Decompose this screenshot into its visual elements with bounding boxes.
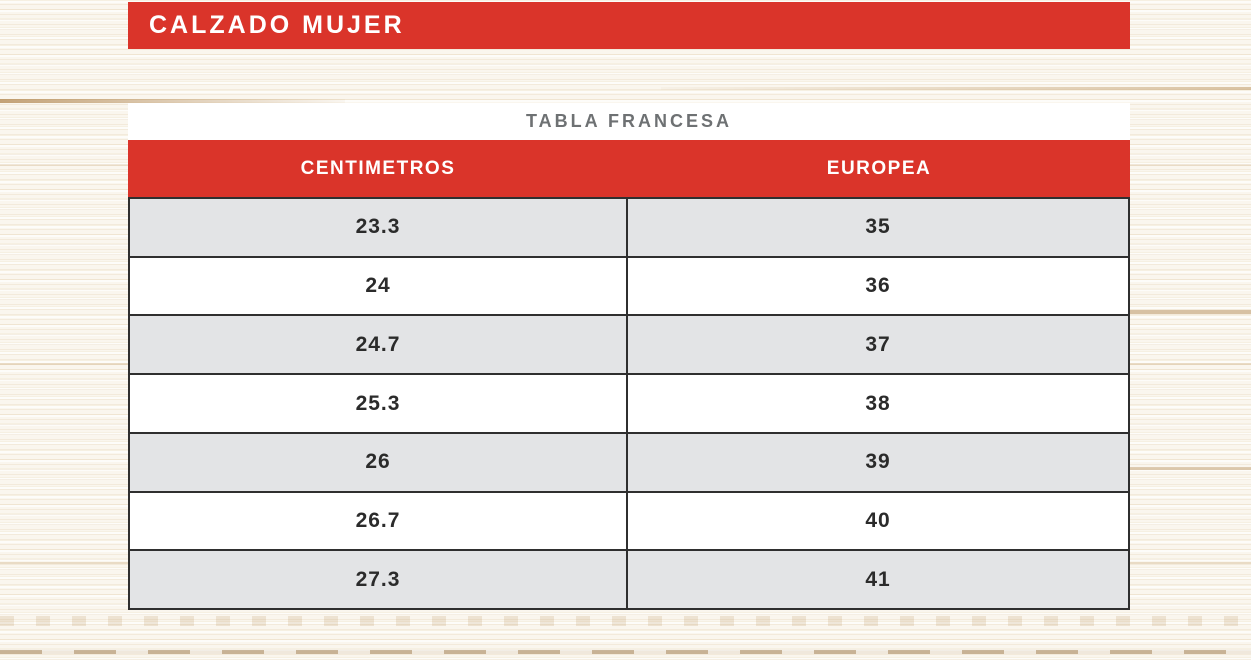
- wood-grain-streak: [1129, 467, 1251, 470]
- cell-centimetros: 24.7: [130, 316, 628, 374]
- cell-centimetros: 23.3: [130, 199, 628, 256]
- cell-europea: 35: [865, 215, 891, 239]
- table-row: 25.3 38: [130, 373, 1128, 432]
- cell-centimetros: 24: [130, 257, 628, 315]
- wood-grain-streak: [0, 650, 1251, 654]
- wood-grain-streak: [1129, 310, 1251, 314]
- table-row: 23.3 35: [130, 199, 1128, 256]
- cell-centimetros: 27.3: [130, 551, 628, 609]
- table-row: 27.3 41: [130, 549, 1128, 609]
- column-header-centimetros: CENTIMETROS: [300, 157, 456, 179]
- table-row: 26 39: [130, 431, 1128, 491]
- category-banner: CALZADO MUJER: [128, 2, 1130, 49]
- cell-europea: 36: [865, 274, 891, 298]
- table-row: 26.7 40: [130, 490, 1128, 550]
- cell-centimetros: 26.7: [130, 492, 628, 550]
- table-title-band: TABLA FRANCESA: [128, 103, 1130, 140]
- table-body: 23.3 35 24 36 24.7 37 25.3 38 26 39 26.7…: [128, 197, 1130, 610]
- cell-centimetros: 26: [130, 433, 628, 491]
- cell-europea: 41: [865, 567, 891, 591]
- cell-europea: 38: [865, 391, 891, 415]
- table-title: TABLA FRANCESA: [526, 111, 732, 131]
- table-header-row: CENTIMETROS EUROPEA: [128, 140, 1130, 197]
- table-row: 24.7 37: [130, 314, 1128, 374]
- cell-europea: 37: [865, 332, 891, 356]
- category-banner-title: CALZADO MUJER: [149, 11, 405, 39]
- table-row: 24 36: [130, 255, 1128, 315]
- cell-europea: 39: [865, 450, 891, 474]
- cell-europea: 40: [865, 508, 891, 532]
- cell-centimetros: 25.3: [130, 375, 628, 432]
- column-header-europea: EUROPEA: [826, 157, 932, 179]
- size-conversion-table: TABLA FRANCESA CENTIMETROS EUROPEA 23.3 …: [128, 103, 1130, 610]
- wood-grain-streak: [0, 616, 1251, 626]
- wood-grain-streak: [661, 87, 1251, 90]
